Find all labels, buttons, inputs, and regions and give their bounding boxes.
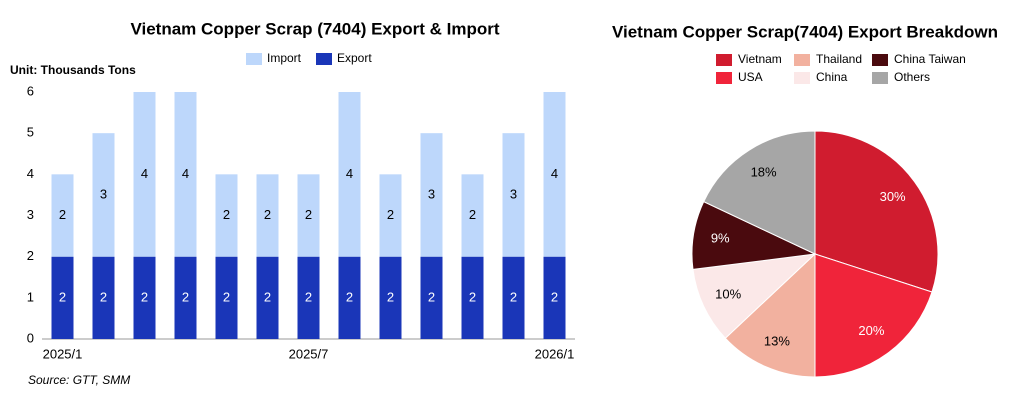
bar-segment (51, 256, 74, 339)
legend-label: Thailand (816, 52, 862, 66)
bar-segment (420, 256, 443, 339)
bar-segment (543, 92, 566, 257)
bar-segment (297, 256, 320, 339)
data-label: 2 (59, 207, 66, 222)
data-label: 3 (100, 186, 107, 201)
pie-slice (814, 253, 933, 378)
bar-title: Vietnam Copper Scrap (7404) Export & Imp… (130, 19, 499, 38)
bar-segment (133, 92, 156, 257)
bar-segment (92, 133, 115, 257)
data-label: 2 (387, 207, 394, 222)
bar-segment (215, 256, 238, 339)
y-tick-label: 4 (27, 166, 34, 181)
bar-segment (51, 174, 74, 257)
pie-title: Vietnam Copper Scrap(7404) Export Breakd… (612, 22, 998, 41)
pie-slice (814, 130, 939, 293)
y-tick-label: 0 (27, 330, 34, 345)
slice-label: 30% (880, 189, 906, 204)
pie-slice (692, 253, 817, 339)
pie-slice (703, 130, 816, 255)
data-label: 2 (100, 289, 107, 304)
bar-segment (174, 92, 197, 257)
bar-segment (461, 256, 484, 339)
data-label: 2 (346, 289, 353, 304)
legend-swatch (872, 72, 888, 84)
legend-label: USA (738, 70, 763, 84)
data-label: 2 (59, 289, 66, 304)
data-label: 2 (141, 289, 148, 304)
legend-swatch (716, 54, 732, 66)
legend-label: Import (267, 51, 302, 65)
bar-segment (92, 256, 115, 339)
slice-label: 20% (858, 323, 884, 338)
data-label: 2 (223, 207, 230, 222)
bar-segment (502, 133, 525, 257)
data-label: 2 (469, 207, 476, 222)
bar-segment (502, 256, 525, 339)
legend-label: China (816, 70, 848, 84)
bar-segment (215, 174, 238, 257)
data-label: 2 (305, 289, 312, 304)
y-tick-label: 3 (27, 207, 34, 222)
data-label: 2 (182, 289, 189, 304)
data-label: 2 (551, 289, 558, 304)
data-label: 4 (551, 166, 558, 181)
data-label: 2 (264, 289, 271, 304)
data-label: 4 (182, 166, 189, 181)
slice-label: 13% (764, 333, 790, 348)
y-tick-label: 5 (27, 125, 34, 140)
legend-label: China Taiwan (894, 52, 966, 66)
data-label: 3 (510, 186, 517, 201)
bar-segment (461, 174, 484, 257)
legend-swatch (872, 54, 888, 66)
bar-segment (256, 174, 279, 257)
legend-label: Others (894, 70, 930, 84)
bar-segment (133, 256, 156, 339)
y-tick-label: 6 (27, 83, 34, 98)
slice-label: 10% (715, 286, 741, 301)
bar-segment (174, 256, 197, 339)
bar-segment (297, 174, 320, 257)
bar-segment (338, 256, 361, 339)
legend-label: Export (337, 51, 372, 65)
bar-segment (543, 256, 566, 339)
unit-label: Unit: Thousands Tons (10, 63, 136, 77)
data-label: 4 (346, 166, 353, 181)
x-tick-label: 2026/1 (535, 346, 575, 361)
x-tick-label: 2025/1 (43, 346, 83, 361)
bar-segment (338, 92, 361, 257)
bar-segment (256, 256, 279, 339)
data-label: 4 (141, 166, 148, 181)
data-label: 2 (264, 207, 271, 222)
legend-swatch (316, 53, 332, 65)
source: Source: GTT, SMM (28, 373, 130, 387)
data-label: 2 (428, 289, 435, 304)
data-label: 2 (469, 289, 476, 304)
slice-label: 9% (711, 230, 730, 245)
data-label: 3 (428, 186, 435, 201)
data-label: 2 (223, 289, 230, 304)
data-label: 2 (387, 289, 394, 304)
bar-segment (379, 174, 402, 257)
legend-swatch (794, 54, 810, 66)
legend-label: Vietnam (738, 52, 782, 66)
slice-label: 18% (751, 164, 777, 179)
legend-swatch (794, 72, 810, 84)
x-tick-label: 2025/7 (289, 346, 329, 361)
legend-swatch (246, 53, 262, 65)
data-label: 2 (510, 289, 517, 304)
data-label: 2 (305, 207, 312, 222)
y-tick-label: 1 (27, 289, 34, 304)
bar-segment (379, 256, 402, 339)
bar-segment (420, 133, 443, 257)
legend-swatch (716, 72, 732, 84)
pie-slice (724, 252, 816, 378)
y-tick-label: 2 (27, 248, 34, 263)
